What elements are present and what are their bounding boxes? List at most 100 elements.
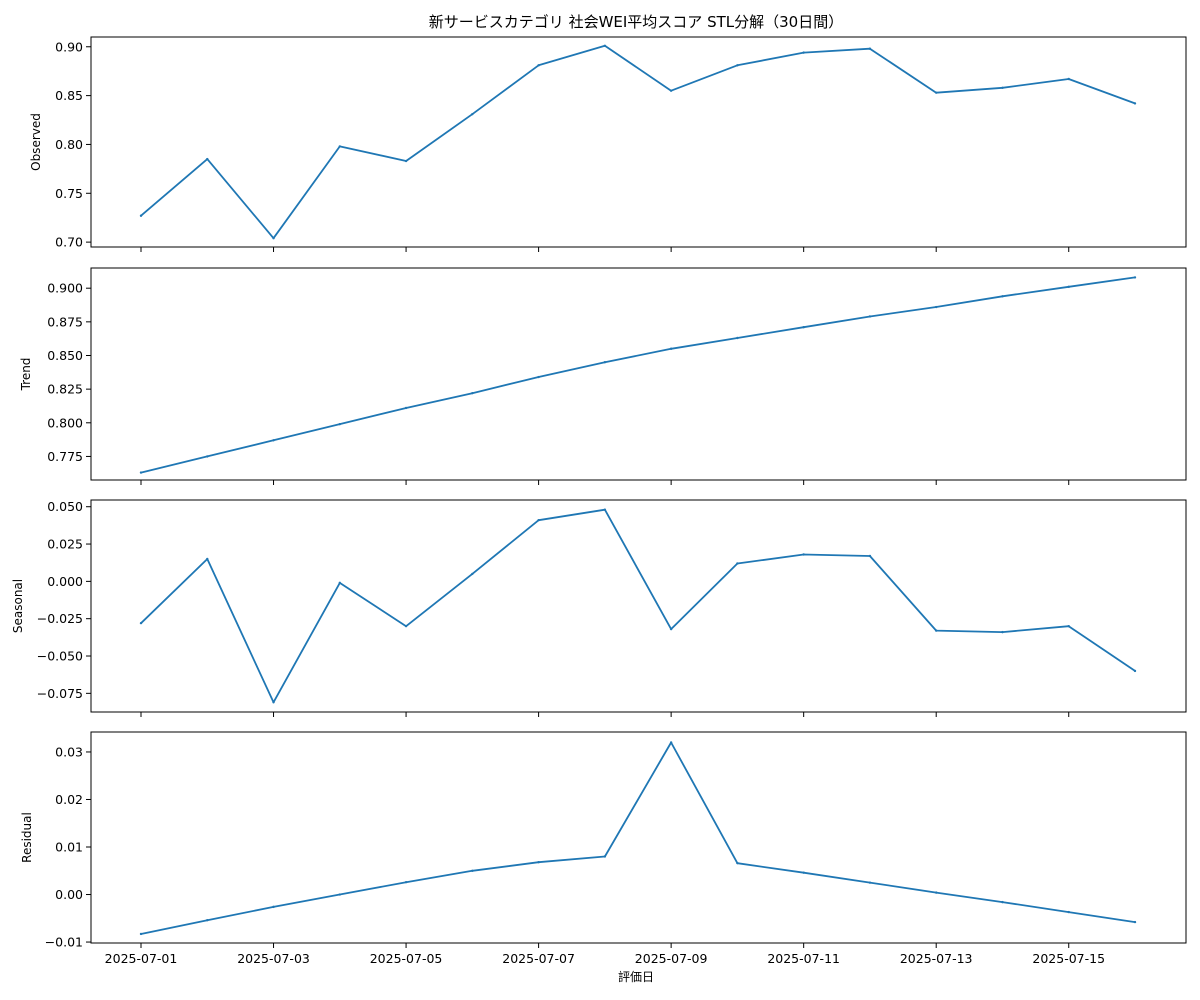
x-axis-label: 評価日 [618,969,654,984]
x-tick-label: 2025-07-11 [767,951,840,966]
y-tick-label: 0.825 [47,382,83,397]
data-point [338,893,341,896]
data-point [471,869,474,872]
data-point [206,157,209,161]
y-tick-label: 0.75 [55,186,83,201]
chart-title: 新サービスカテゴリ 社会WEI平均スコア STL分解（30日間） [429,13,843,31]
data-point [1133,276,1137,279]
data-point [206,918,209,922]
axes-frame [90,731,1187,944]
data-point [272,701,275,704]
series-line-trend [140,276,1136,474]
data-point [868,554,872,558]
y-tick-label: 0.800 [47,415,83,430]
data-point [935,629,938,632]
data-point [272,237,275,240]
y-tick-label: 0.01 [55,840,83,855]
data-point [139,471,143,474]
x-tick-label: 2025-07-09 [635,951,708,966]
data-point [669,89,673,92]
series-line-observed [140,44,1136,240]
y-tick-label: 0.70 [55,235,83,250]
data-point [802,871,805,874]
x-tick-label: 2025-07-15 [1032,951,1105,966]
axes-frame [90,36,1187,248]
x-tick-label: 2025-07-13 [900,951,973,966]
data-point [868,315,872,318]
data-point [1067,624,1070,628]
y-axis-label: Residual [20,812,34,863]
data-point [1001,295,1004,298]
data-point [404,159,408,163]
y-tick-label: 0.050 [47,499,83,514]
y-axis-label: Seasonal [11,579,25,633]
y-tick-label: 0.875 [47,314,83,329]
data-point [1133,102,1137,105]
data-point [471,391,474,395]
panel-seasonal: −0.075 −0.050 −0.025 0.000 0.025 0.050 Seasona… [11,499,1187,717]
y-tick-label: 0.03 [55,744,83,759]
data-point [603,361,607,364]
data-point [471,572,474,576]
y-axis-label: Trend [19,358,33,392]
data-point [603,508,607,511]
x-tick-label: 2025-07-01 [105,951,178,966]
y-tick-label: −0.01 [45,935,83,950]
x-tick-label: 2025-07-05 [370,951,443,966]
data-point [471,112,474,116]
y-tick-label: 0.85 [55,88,83,103]
y-tick-label: 0.80 [55,137,83,152]
data-point [1133,669,1137,673]
y-tick-label: −0.050 [37,649,83,664]
data-point [669,741,673,744]
data-point [736,562,739,565]
y-tick-label: −0.025 [37,611,83,626]
y-tick-label: 0.775 [47,449,83,464]
data-point [272,439,275,442]
data-point [404,406,408,410]
data-point [935,91,938,94]
data-point [1001,630,1004,634]
data-point [1001,86,1004,89]
data-point [736,336,739,340]
panel-observed: 0.70 0.75 0.80 0.85 0.90 Observed [29,36,1187,252]
y-tick-label: 0.000 [47,574,83,589]
data-point [338,145,341,148]
data-point [603,855,607,858]
data-point [1067,910,1070,914]
data-point [935,305,938,309]
y-tick-label: 0.850 [47,348,83,363]
data-point [1067,77,1070,81]
y-tick-label: 0.02 [55,792,83,807]
data-point [802,553,805,556]
axes-frame [90,499,1187,713]
x-tick-label: 2025-07-03 [237,951,310,966]
data-point [404,624,408,628]
data-point [736,64,739,67]
data-point [603,44,607,47]
data-point [139,214,143,217]
data-point [338,422,341,426]
data-point [537,518,540,522]
panels: 0.70 0.75 0.80 0.85 0.90 Observed 0.775 0.800 0.… [11,36,1187,966]
y-axis-label: Observed [29,113,43,171]
y-tick-label: 0.00 [55,887,83,902]
data-point [404,880,408,884]
series-line-seasonal [140,508,1136,704]
x-tick-label: 2025-07-07 [502,951,575,966]
panel-residual: −0.01 0.00 0.01 0.02 0.03 Residual [20,731,1187,950]
y-tick-label: 0.90 [55,39,83,54]
data-point [802,326,805,329]
data-point [1001,900,1004,904]
data-point [338,581,341,585]
data-point [139,932,143,936]
y-tick-label: 0.025 [47,537,83,552]
data-point [1133,920,1137,924]
y-tick-label: −0.075 [37,686,83,701]
data-point [868,47,872,50]
y-tick-label: 0.900 [47,281,83,296]
data-point [669,627,673,631]
data-point [868,881,872,884]
data-point [139,621,143,625]
